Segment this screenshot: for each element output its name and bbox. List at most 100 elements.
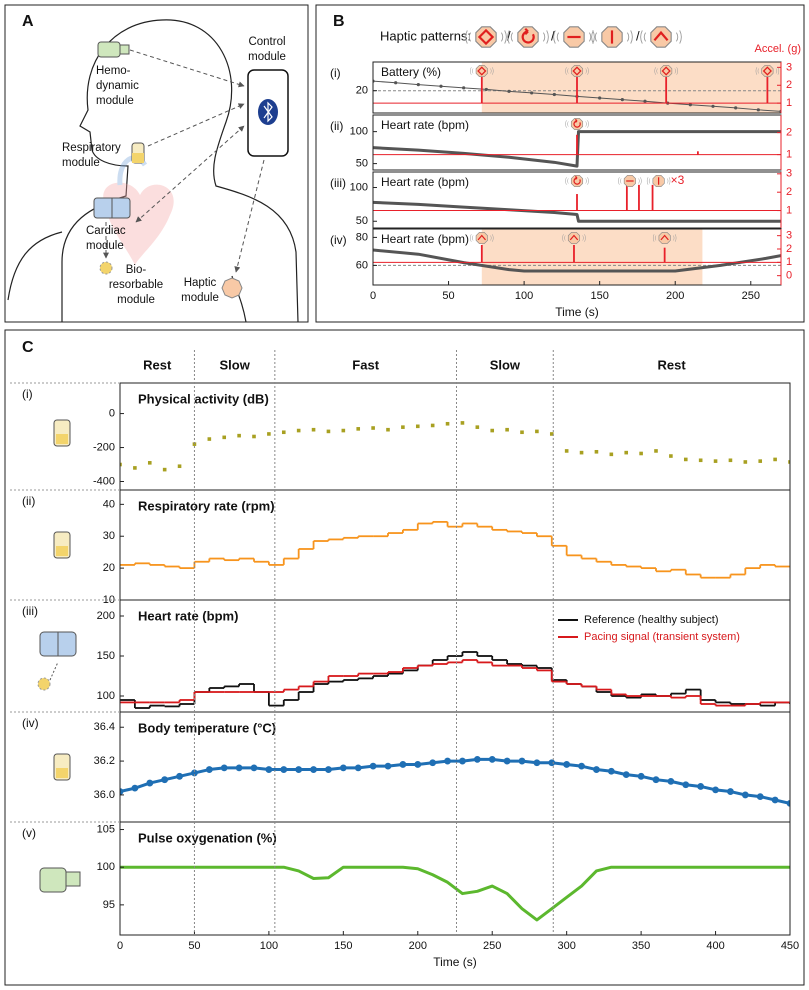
haptic-icon xyxy=(470,64,494,78)
haptic-icon xyxy=(646,174,671,188)
point xyxy=(520,430,524,435)
x-tick-label: 50 xyxy=(188,940,200,952)
plot-area xyxy=(120,651,790,709)
chart-title: Pulse oxygenation (%) xyxy=(138,830,277,845)
point xyxy=(252,434,256,439)
point xyxy=(371,426,375,430)
subplot-label: (i) xyxy=(330,66,341,80)
marker xyxy=(548,759,556,767)
marker xyxy=(503,757,511,765)
icon-symbol xyxy=(569,234,579,241)
subplot-label: (iii) xyxy=(330,176,346,190)
panel-frame xyxy=(315,4,805,323)
marker xyxy=(369,762,377,770)
y2-tick-label: 0 xyxy=(786,270,792,282)
line xyxy=(373,248,781,273)
y-tick-label: 100 xyxy=(350,181,368,193)
marker xyxy=(444,757,451,765)
point xyxy=(788,460,790,464)
y-tick-label: 105 xyxy=(97,823,115,835)
point xyxy=(311,427,316,432)
plot-area xyxy=(120,865,790,922)
module-label: module xyxy=(86,240,124,252)
x-tick-label: 200 xyxy=(409,940,427,952)
separator: / xyxy=(636,28,640,43)
marker xyxy=(250,764,258,772)
point xyxy=(177,464,182,469)
y-tick-label: 36.0 xyxy=(94,789,115,801)
point xyxy=(120,462,122,467)
vibration xyxy=(553,30,595,44)
vibration xyxy=(646,177,671,185)
separator: / xyxy=(507,28,511,43)
marker xyxy=(488,755,496,763)
accel-label: Accel. (g) xyxy=(755,43,801,55)
point xyxy=(222,435,227,440)
octagon xyxy=(567,231,581,245)
step-riser xyxy=(133,521,777,578)
icon-symbol xyxy=(521,27,535,44)
octagon xyxy=(570,117,584,131)
line xyxy=(373,200,781,223)
marker xyxy=(688,103,692,107)
subplot-label: (i) xyxy=(22,387,33,401)
phase-name: Rest xyxy=(658,357,687,372)
marker xyxy=(265,766,273,773)
point xyxy=(445,421,450,426)
x-axis-label: Time (s) xyxy=(433,955,477,969)
y2-tick-label: 1 xyxy=(786,97,792,109)
line xyxy=(120,757,790,805)
vibration xyxy=(465,30,507,44)
octagon xyxy=(570,174,584,188)
y-tick-label: 0 xyxy=(109,407,115,419)
point xyxy=(549,432,554,436)
marker xyxy=(667,777,675,785)
haptic-icon xyxy=(755,64,780,78)
y2-tick-label: 3 xyxy=(786,230,792,242)
x-tick-label: 400 xyxy=(706,940,724,952)
subplot-label: (v) xyxy=(22,826,36,840)
y2-tick-label: 2 xyxy=(786,79,792,91)
marker xyxy=(191,769,198,777)
marker xyxy=(235,764,243,772)
haptic-icon xyxy=(640,26,682,48)
point xyxy=(490,428,495,433)
y2-tick-label: 1 xyxy=(786,256,792,268)
y-tick-label: -400 xyxy=(93,475,115,487)
y-tick-label: 200 xyxy=(97,610,115,622)
marker xyxy=(205,766,213,773)
point xyxy=(415,424,420,429)
module-label: resorbable xyxy=(109,279,163,291)
module-icons xyxy=(37,419,81,893)
point xyxy=(475,425,480,429)
y-tick-label: 50 xyxy=(356,215,368,227)
y-tick-label: 20 xyxy=(103,562,115,574)
haptic-icon xyxy=(654,64,678,78)
marker xyxy=(593,766,600,773)
highlight xyxy=(481,62,781,113)
x-tick-label: 50 xyxy=(442,290,454,302)
x-tick-label: 100 xyxy=(515,290,533,302)
subplot-label: (iii) xyxy=(22,604,38,618)
octagon xyxy=(475,26,497,48)
chart-title: Heart rate (bpm) xyxy=(138,608,238,623)
plot-frame xyxy=(119,821,791,936)
marker xyxy=(598,96,602,100)
marker xyxy=(146,779,154,787)
marker xyxy=(339,764,347,772)
module-label: module xyxy=(62,157,100,169)
body-illustration xyxy=(7,19,299,323)
octagon xyxy=(660,64,673,78)
vibration xyxy=(562,234,586,242)
haptic-icon xyxy=(562,231,586,245)
point xyxy=(758,459,763,463)
icon-symbol xyxy=(477,28,495,46)
y2-tick-label: 2 xyxy=(786,127,792,139)
point xyxy=(713,459,718,463)
point xyxy=(579,450,584,455)
icon-symbol xyxy=(661,66,671,76)
icon-symbol xyxy=(477,234,486,241)
marker xyxy=(771,796,779,804)
haptic-icon xyxy=(507,26,549,48)
x-tick-label: 250 xyxy=(483,940,501,952)
